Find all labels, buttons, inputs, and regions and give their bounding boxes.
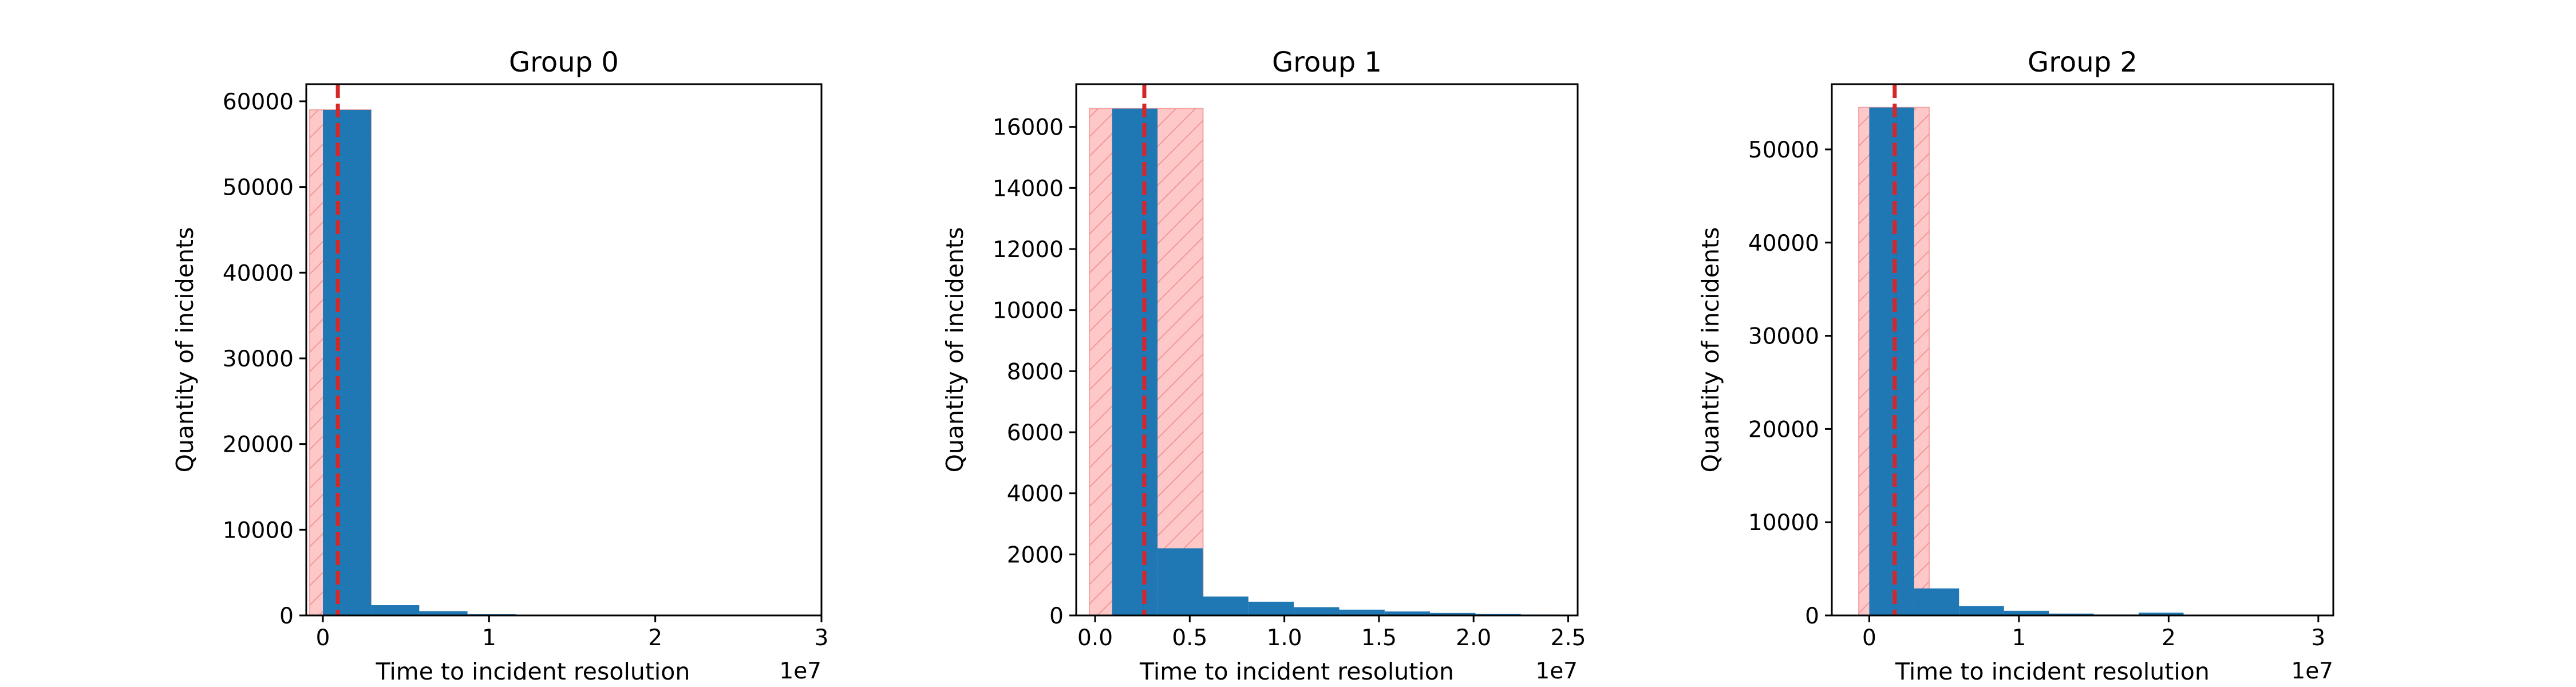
- y-axis-label: Quantity of incidents: [1697, 227, 1724, 473]
- chart-panel-0: 0 1 2 3 0 10000 20000 30000 40000 50000 60000 Group…: [171, 46, 828, 685]
- x-tick-label: 2.0: [1456, 625, 1491, 651]
- histogram-bar: [2049, 613, 2094, 615]
- y-tick-label: 60000: [223, 89, 294, 115]
- histogram-bar: [1914, 588, 1959, 615]
- y-tick-label: 0: [279, 603, 294, 629]
- chart-title: Group 2: [2028, 46, 2138, 78]
- histogram-bar: [1112, 108, 1158, 615]
- x-offset-label: 1e7: [2291, 658, 2333, 684]
- histogram-bar: [323, 109, 372, 616]
- y-tick-label: 6000: [1007, 420, 1064, 446]
- x-axis-label: Time to incident resolution: [1895, 658, 2210, 685]
- histogram-bar: [1339, 609, 1385, 615]
- histogram-bar: [1294, 607, 1340, 615]
- y-tick-label: 20000: [1748, 417, 1819, 443]
- y-tick-label: 10000: [1748, 510, 1819, 536]
- y-tick-label: 4000: [1007, 481, 1064, 507]
- x-tick-label: 0.5: [1172, 625, 1207, 651]
- plot-frame: [305, 83, 823, 617]
- chart-panel-1: 0.0 0.5 1.0 1.5 2.0 2.5 0 2000 4000 6000 8000 10000…: [941, 46, 1586, 685]
- y-tick-label: 50000: [223, 175, 294, 201]
- x-tick-label: 2: [648, 625, 662, 651]
- x-tick-label: 0.0: [1077, 625, 1113, 651]
- histogram-bar: [1203, 596, 1249, 615]
- x-axis-label: Time to incident resolution: [1139, 658, 1454, 685]
- y-tick-label: 30000: [223, 346, 294, 372]
- y-tick-label: 0: [1805, 603, 1819, 629]
- plot-frame: [1075, 83, 1579, 617]
- histogram-bar: [1384, 611, 1431, 615]
- x-tick-label: 1: [2012, 625, 2026, 651]
- histogram-bar: [419, 611, 468, 615]
- histogram-bar: [1959, 606, 2004, 615]
- histogram-bar: [1157, 548, 1203, 615]
- y-tick-label: 14000: [993, 176, 1064, 202]
- x-axis-label: Time to incident resolution: [376, 658, 690, 685]
- y-tick-label: 20000: [223, 432, 294, 458]
- y-tick-label: 16000: [993, 115, 1064, 141]
- x-tick-label: 1.5: [1361, 625, 1397, 651]
- histogram-bar: [1430, 613, 1476, 615]
- y-tick-label: 40000: [1748, 231, 1819, 256]
- y-axis-label: Quantity of incidents: [171, 227, 199, 473]
- x-offset-label: 1e7: [779, 658, 821, 684]
- y-tick-label: 50000: [1748, 137, 1819, 163]
- histogram-bar: [1248, 602, 1294, 615]
- y-tick-label: 10000: [993, 298, 1064, 324]
- chart-panel-2: 0 1 2 3 0 10000 20000 30000 40000 50000 Group 2 Tim…: [1697, 46, 2334, 685]
- x-tick-label: 2.5: [1550, 625, 1586, 651]
- y-tick-label: 2000: [1007, 542, 1064, 568]
- histogram-bar: [2139, 613, 2184, 615]
- x-tick-label: 0: [316, 625, 330, 651]
- x-tick-label: 1: [482, 625, 496, 651]
- y-tick-label: 10000: [223, 518, 294, 543]
- chart-title: Group 1: [1272, 46, 1382, 78]
- x-tick-label: 1.0: [1267, 625, 1302, 651]
- histogram-bar: [371, 605, 420, 615]
- histogram-bar: [1869, 107, 1914, 615]
- y-tick-label: 12000: [993, 237, 1064, 263]
- y-axis-label: Quantity of incidents: [941, 227, 969, 473]
- histogram-bar: [2004, 610, 2049, 615]
- x-tick-label: 2: [2162, 625, 2176, 651]
- x-offset-label: 1e7: [1535, 658, 1578, 684]
- chart-title: Group 0: [509, 46, 619, 78]
- x-tick-label: 3: [2311, 625, 2325, 651]
- x-tick-label: 0: [1862, 625, 1876, 651]
- x-tick-label: 3: [815, 625, 829, 651]
- y-tick-label: 30000: [1748, 324, 1819, 350]
- plot-frame: [1831, 83, 2334, 617]
- y-tick-label: 40000: [223, 260, 294, 286]
- y-tick-label: 8000: [1007, 359, 1064, 385]
- y-tick-label: 0: [1049, 603, 1064, 629]
